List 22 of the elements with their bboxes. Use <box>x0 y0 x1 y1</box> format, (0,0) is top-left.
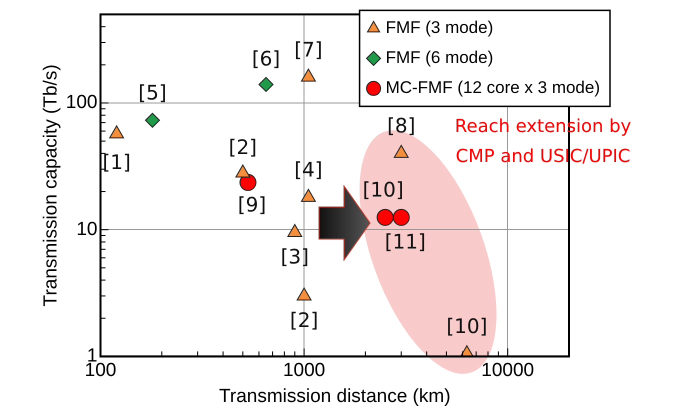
annotation: [5] <box>138 80 167 104</box>
y-axis-title: Transmission capacity (Tb/s) <box>40 64 62 306</box>
x-axis-title: Transmission distance (km) <box>218 386 451 407</box>
legend-label: FMF (6 mode) <box>386 48 494 68</box>
legend-label: FMF (3 mode) <box>386 18 494 38</box>
annotation: [8] <box>387 114 416 138</box>
annotation: [10] <box>446 314 488 338</box>
annotation: [2] <box>228 135 257 160</box>
annotation: [7] <box>294 37 323 62</box>
legend-label: MC-FMF (12 core x 3 mode) <box>386 78 600 98</box>
annotation: [2] <box>290 308 318 332</box>
annotation: [4] <box>294 158 323 182</box>
x-tick-label: 1000 <box>282 360 326 382</box>
x-tick-label: 10000 <box>481 360 534 382</box>
annotation: [11] <box>384 230 426 254</box>
annotation: [1] <box>102 150 131 174</box>
y-tick-label: 100 <box>66 92 98 114</box>
y-tick-label: 10 <box>76 218 98 240</box>
annotation: [10] <box>362 178 404 202</box>
annotation: [9] <box>238 192 266 217</box>
annotation: [3] <box>280 244 309 269</box>
annotation: [6] <box>252 46 280 71</box>
